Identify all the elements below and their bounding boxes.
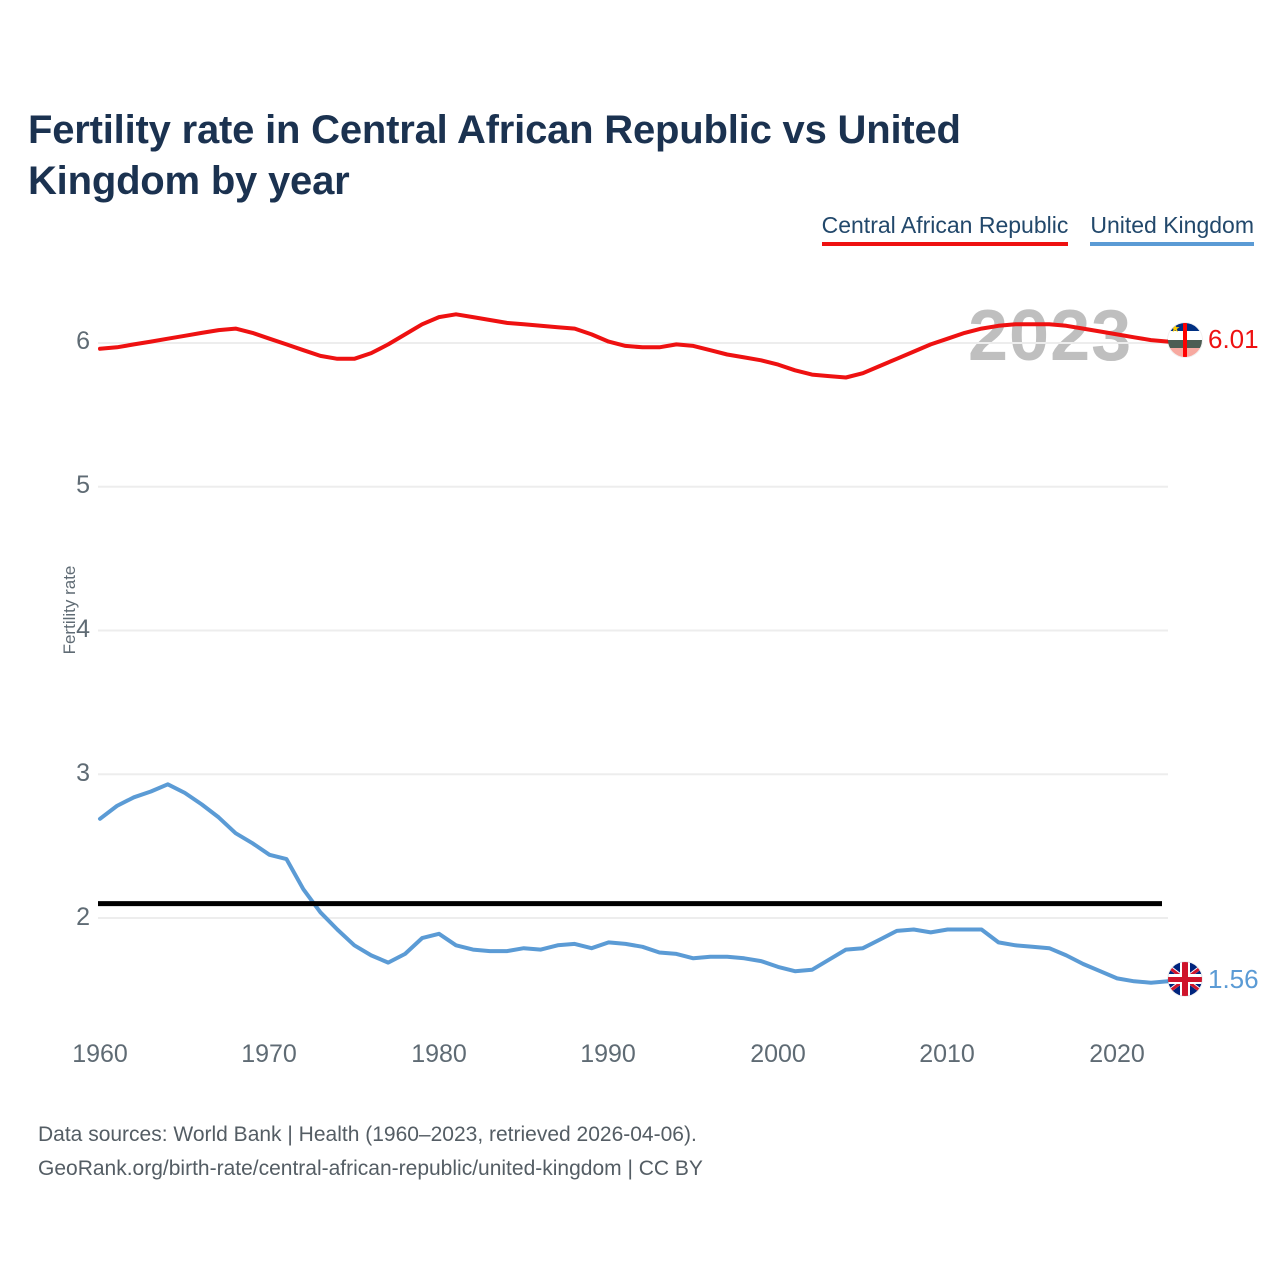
y-tick-label-5: 5	[76, 471, 90, 499]
gridlines	[98, 342, 1168, 919]
legend: Central African Republic United Kingdom	[821, 212, 1254, 252]
end-value: 6.01	[1208, 324, 1259, 355]
legend-label: Central African Republic	[821, 212, 1069, 238]
x-tick-label-1980: 1980	[411, 1040, 467, 1068]
legend-label: United Kingdom	[1090, 212, 1254, 238]
page-title: Fertility rate in Central African Republ…	[28, 107, 961, 203]
y-tick-label-6: 6	[76, 327, 90, 355]
y-axis-title: Fertility rate	[60, 565, 79, 655]
legend-item-central-african-republic[interactable]: Central African Republic	[821, 212, 1069, 252]
end-label-central-african-republic: 6.01	[1168, 322, 1259, 357]
x-tick-label-2020: 2020	[1089, 1040, 1145, 1068]
x-tick-label-1960: 1960	[72, 1040, 128, 1068]
legend-color-rule	[821, 242, 1069, 247]
footer-data-sources: Data sources: World Bank | Health (1960–…	[38, 1123, 697, 1146]
car-flag-icon	[1168, 322, 1202, 357]
year-watermark: 2023	[968, 296, 1133, 376]
series-lines	[98, 312, 1170, 985]
x-tick-label-2010: 2010	[919, 1040, 975, 1068]
footer: Data sources: World Bank | Health (1960–…	[38, 1118, 703, 1186]
end-label-united-kingdom: 1.56	[1168, 962, 1259, 997]
uk-flag-icon	[1168, 962, 1202, 997]
y-tick-label-4: 4	[76, 615, 90, 643]
legend-item-united-kingdom[interactable]: United Kingdom	[1090, 212, 1254, 252]
x-tick-label-1970: 1970	[241, 1040, 297, 1068]
x-tick-label-1990: 1990	[580, 1040, 636, 1068]
footer-attribution: GeoRank.org/birth-rate/central-african-r…	[38, 1157, 703, 1181]
legend-color-rule	[1090, 242, 1254, 247]
end-value: 1.56	[1208, 963, 1259, 994]
y-tick-label-3: 3	[76, 759, 90, 787]
x-tick-label-2000: 2000	[750, 1040, 806, 1068]
y-tick-label-2: 2	[76, 903, 90, 931]
